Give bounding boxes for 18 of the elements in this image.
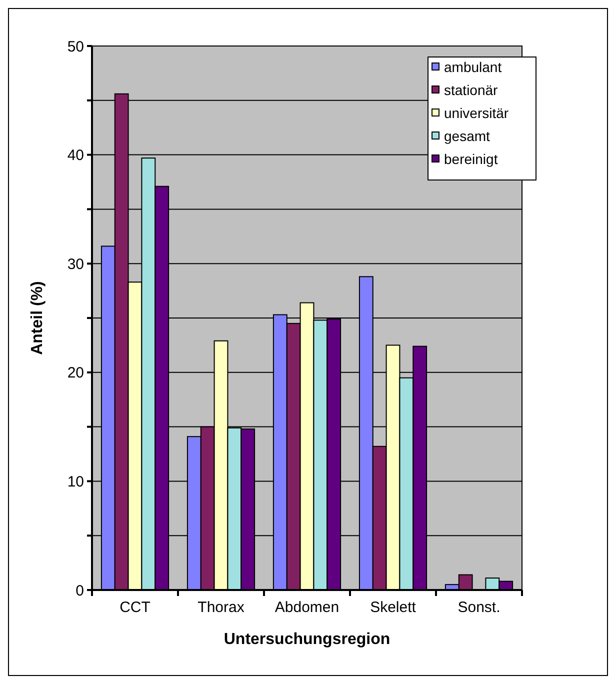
legend-label: ambulant	[444, 58, 502, 75]
y-tick-label: 0	[76, 582, 84, 600]
legend-label: stationär	[444, 82, 498, 98]
x-tick-label: Abdomen	[274, 599, 340, 616]
y-tick-label: 10	[67, 473, 84, 490]
y-axis-title: Anteil (%)	[29, 281, 46, 355]
x-tick-label: Sonst.	[458, 599, 500, 616]
y-tick-label: 20	[67, 364, 84, 382]
legend-label: gesamt	[444, 128, 490, 144]
y-tick-label: 50	[67, 38, 84, 56]
legend-label: bereinigt	[444, 150, 498, 167]
x-axis-title: Untersuchungsregion	[224, 631, 390, 648]
y-tick-label: 40	[67, 147, 84, 164]
legend-label: universitär	[444, 104, 509, 121]
x-tick-label: Thorax	[198, 599, 245, 616]
x-tick-label: Skelett	[370, 599, 417, 616]
x-tick-label: CCT	[120, 599, 150, 616]
y-tick-label: 30	[67, 256, 84, 273]
